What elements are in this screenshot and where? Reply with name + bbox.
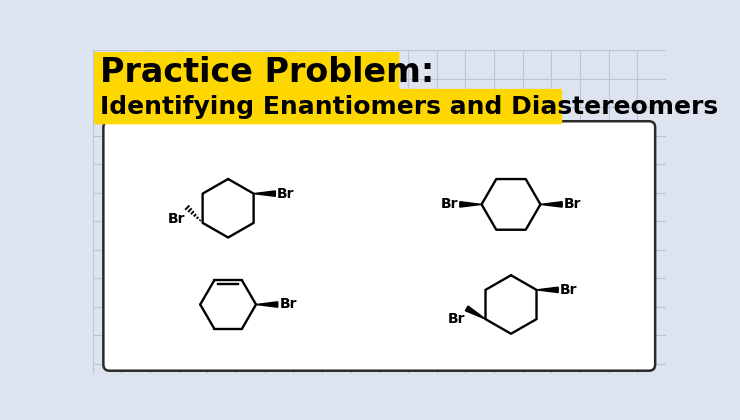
Text: Br: Br [441,197,458,211]
Text: Br: Br [448,312,465,326]
FancyBboxPatch shape [94,52,400,90]
Text: Br: Br [559,283,577,297]
Polygon shape [460,202,482,207]
Polygon shape [465,306,485,319]
Polygon shape [254,191,275,196]
Text: Br: Br [168,212,186,226]
Text: Identifying Enantiomers and Diastereomers: Identifying Enantiomers and Diastereomer… [100,95,719,119]
Polygon shape [536,287,558,293]
Text: Br: Br [564,197,581,211]
FancyBboxPatch shape [94,89,562,124]
Polygon shape [256,302,278,307]
Text: Br: Br [277,186,295,201]
Polygon shape [540,202,562,207]
FancyBboxPatch shape [104,121,655,371]
Text: Practice Problem:: Practice Problem: [100,56,434,89]
Text: Br: Br [279,297,297,312]
